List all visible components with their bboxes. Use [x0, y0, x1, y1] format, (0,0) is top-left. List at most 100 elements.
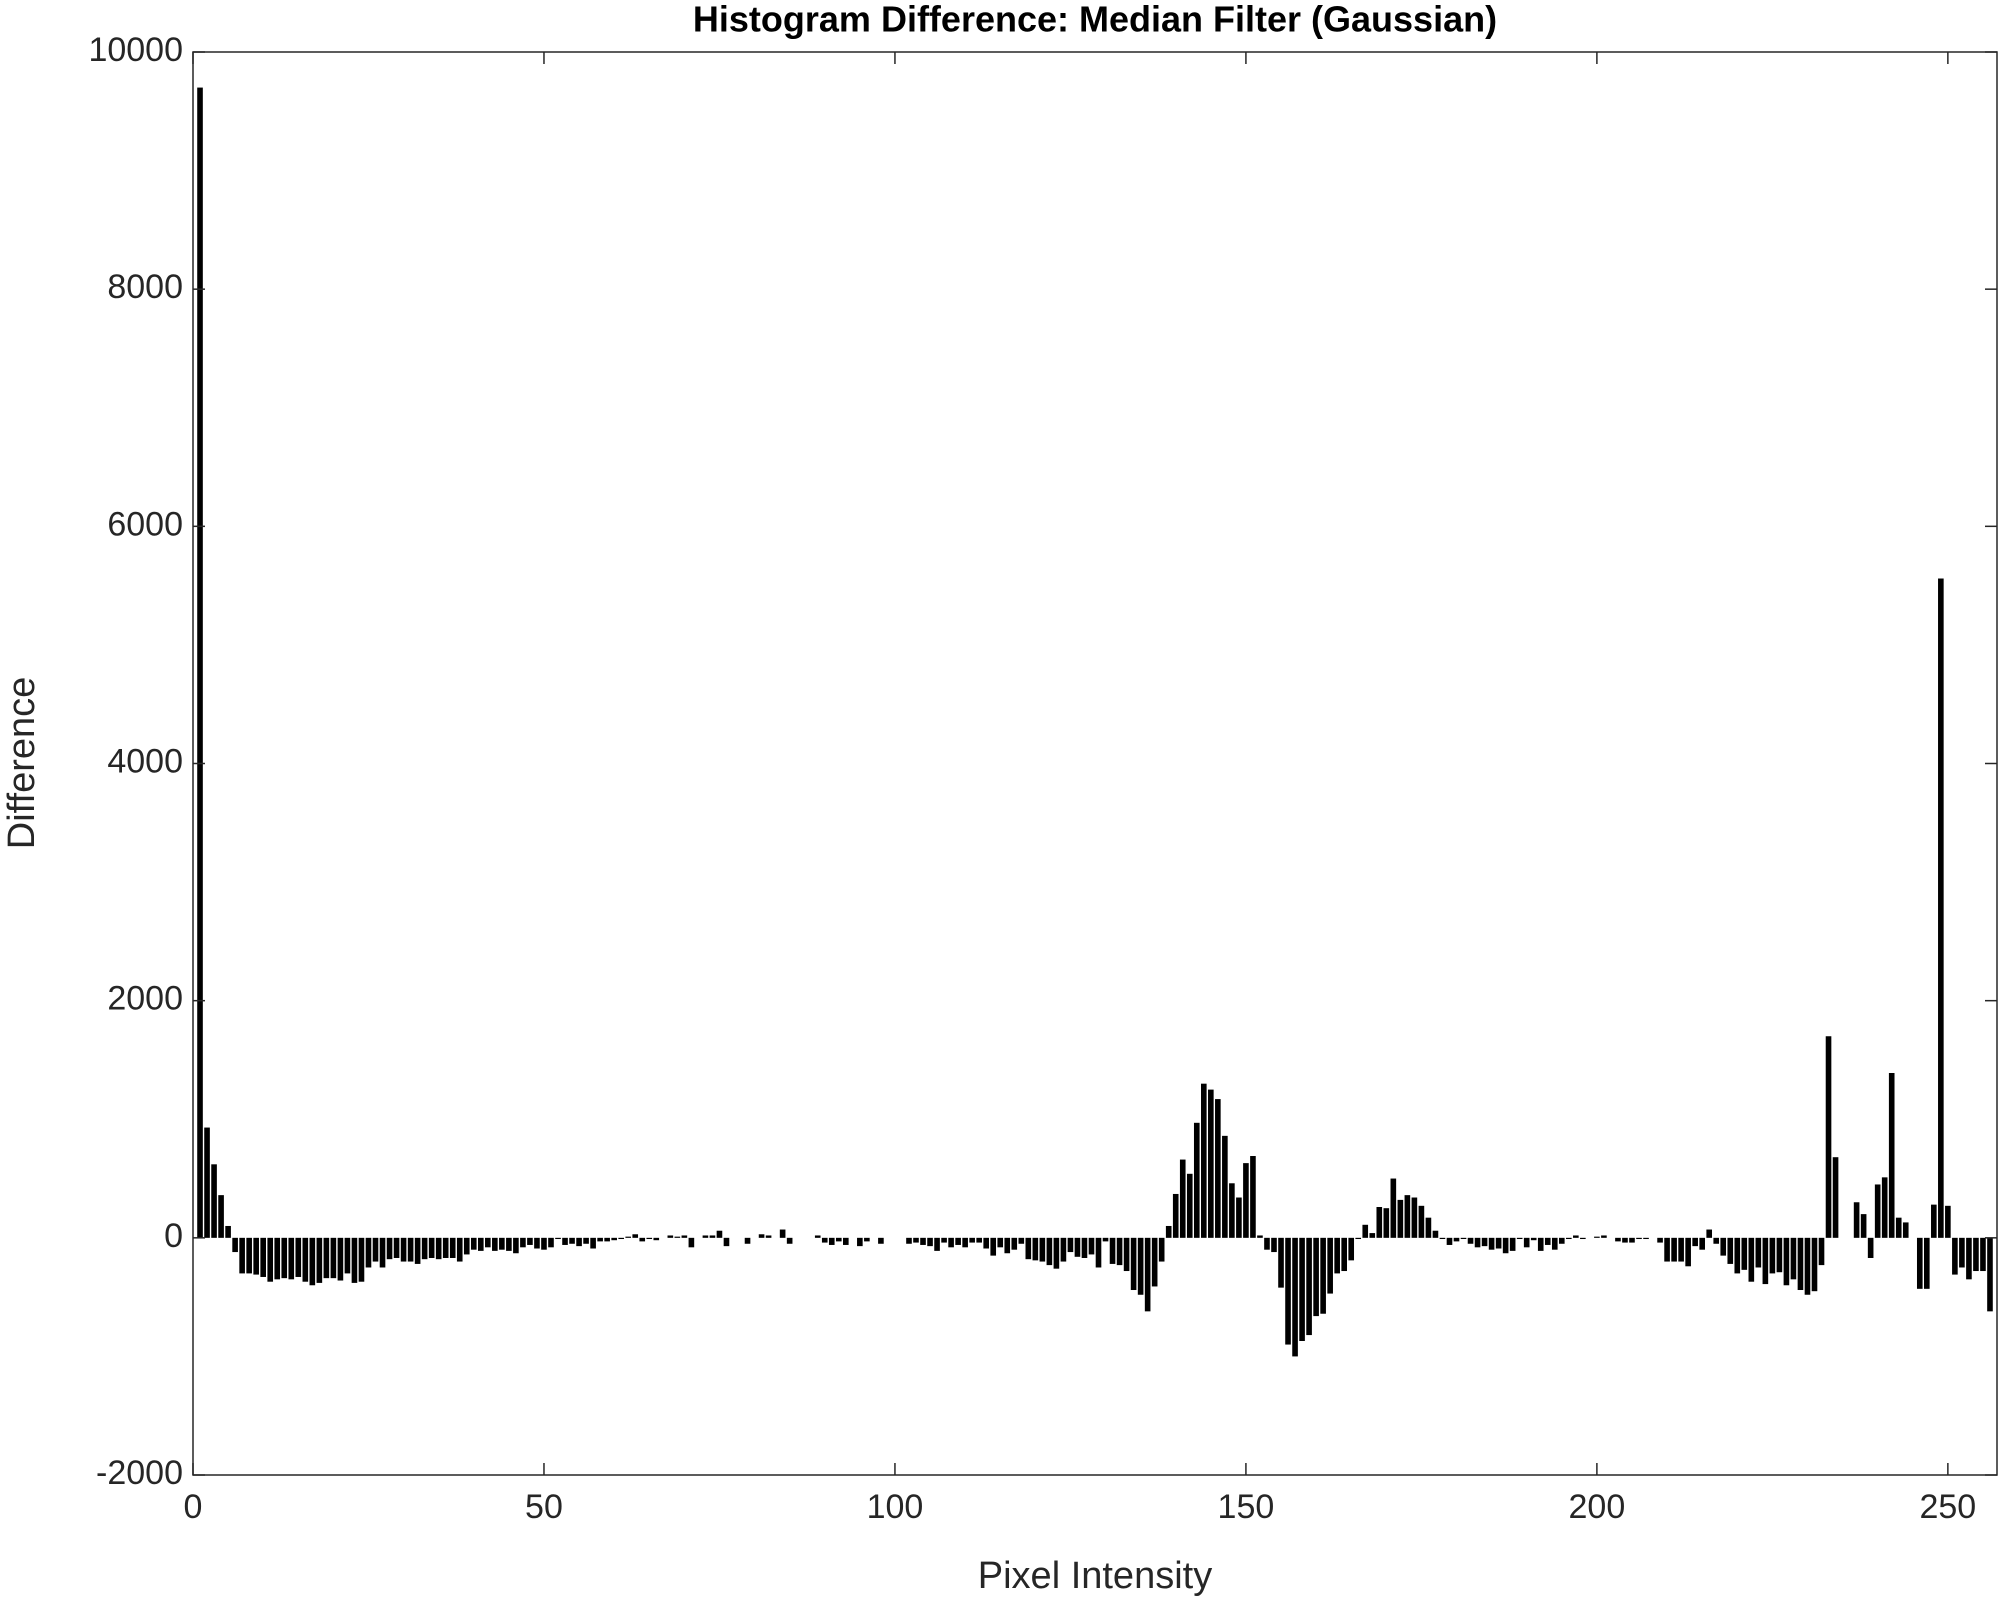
- y-axis-label: Difference: [1, 677, 43, 850]
- bar: [758, 1234, 765, 1238]
- bar: [463, 1237, 470, 1255]
- bar: [814, 1235, 821, 1238]
- bar: [1397, 1199, 1404, 1238]
- bar: [1425, 1217, 1432, 1238]
- bar: [1102, 1237, 1109, 1242]
- bar: [246, 1237, 252, 1274]
- bar: [1523, 1237, 1530, 1248]
- bar: [828, 1237, 835, 1245]
- bar: [653, 1237, 660, 1241]
- y-tick-label: 2000: [107, 980, 183, 1018]
- bar: [1186, 1173, 1193, 1238]
- bar: [204, 1127, 210, 1238]
- bar: [913, 1237, 919, 1243]
- bar: [1945, 1205, 1951, 1238]
- bar: [1699, 1237, 1705, 1250]
- bar: [309, 1237, 316, 1286]
- bar: [667, 1235, 674, 1238]
- bar: [1678, 1237, 1684, 1262]
- bar: [1566, 1237, 1572, 1240]
- bar: [786, 1237, 793, 1244]
- bar: [1544, 1237, 1551, 1245]
- bar: [576, 1237, 582, 1247]
- bar: [1439, 1237, 1446, 1240]
- bar: [1601, 1235, 1607, 1238]
- bar: [1418, 1205, 1425, 1238]
- bar: [1299, 1237, 1305, 1342]
- x-tick-label: 250: [1919, 1488, 1976, 1526]
- bar: [1172, 1193, 1179, 1238]
- bar: [1573, 1235, 1579, 1238]
- bar: [604, 1237, 610, 1242]
- x-tick-label: 0: [184, 1488, 203, 1526]
- bar: [1615, 1237, 1621, 1242]
- bar: [1467, 1237, 1474, 1244]
- bar: [1060, 1237, 1067, 1262]
- bar: [1046, 1237, 1053, 1266]
- bar: [1881, 1177, 1888, 1238]
- bar: [1706, 1229, 1713, 1238]
- bar: [372, 1237, 379, 1262]
- bar: [1895, 1217, 1902, 1238]
- y-tick-label: 6000: [107, 505, 183, 543]
- bar: [1208, 1089, 1214, 1238]
- bar: [1888, 1073, 1895, 1238]
- bar: [744, 1237, 751, 1244]
- bar: [1685, 1237, 1691, 1267]
- bar: [1734, 1237, 1741, 1274]
- bar: [1348, 1237, 1355, 1261]
- bar: [1832, 1157, 1839, 1238]
- bar: [520, 1237, 526, 1248]
- bar: [218, 1195, 224, 1238]
- bar: [1516, 1237, 1523, 1240]
- bar: [344, 1237, 351, 1274]
- x-tick-label: 150: [1218, 1488, 1275, 1526]
- bar: [1144, 1237, 1151, 1312]
- bar: [765, 1235, 772, 1238]
- bar: [1327, 1237, 1333, 1294]
- bar: [323, 1237, 330, 1279]
- bar: [1404, 1195, 1411, 1238]
- bar: [1488, 1237, 1495, 1250]
- bar: [449, 1237, 456, 1258]
- bar: [934, 1237, 940, 1251]
- bar: [302, 1237, 309, 1282]
- bar: [555, 1237, 561, 1240]
- bar: [1769, 1237, 1776, 1274]
- bar: [1376, 1207, 1383, 1238]
- bar: [1215, 1099, 1221, 1238]
- bar: [1130, 1237, 1137, 1291]
- x-tick-label: 50: [525, 1488, 563, 1526]
- bar: [1741, 1237, 1748, 1270]
- bar: [1973, 1237, 1979, 1272]
- x-axis-label: Pixel Intensity: [978, 1555, 1212, 1597]
- bar: [1453, 1237, 1460, 1242]
- bar: [1643, 1237, 1649, 1240]
- bar: [1229, 1183, 1235, 1238]
- bar: [1109, 1237, 1116, 1264]
- bar: [365, 1237, 372, 1268]
- bar: [330, 1237, 337, 1279]
- bar: [386, 1237, 393, 1260]
- bar: [499, 1237, 505, 1250]
- bar: [1916, 1237, 1923, 1289]
- bar: [1474, 1237, 1481, 1248]
- bar: [632, 1234, 639, 1238]
- bar: [197, 87, 203, 1238]
- bar: [1193, 1122, 1200, 1238]
- bar: [541, 1237, 547, 1250]
- bar: [1018, 1237, 1025, 1244]
- bar: [1383, 1208, 1390, 1238]
- bar: [1264, 1237, 1270, 1250]
- bar: [997, 1237, 1004, 1248]
- bar: [1243, 1163, 1249, 1238]
- bar: [1790, 1237, 1797, 1280]
- bar: [948, 1237, 954, 1248]
- bar: [597, 1237, 603, 1242]
- bar: [611, 1237, 617, 1241]
- bar: [1755, 1237, 1762, 1268]
- bar: [583, 1237, 589, 1244]
- bar: [1923, 1237, 1930, 1289]
- bar: [835, 1237, 842, 1242]
